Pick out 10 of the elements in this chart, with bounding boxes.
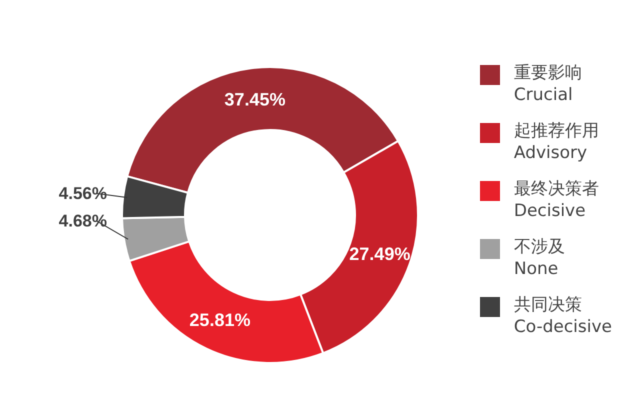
legend-label: 重要影响 Crucial: [514, 62, 582, 106]
data-label: 4.56%: [58, 184, 107, 204]
data-label: 25.81%: [189, 310, 250, 330]
legend-label: 起推荐作用 Advisory: [514, 120, 599, 164]
data-label: 37.45%: [224, 89, 286, 110]
data-label: 4.68%: [58, 212, 107, 231]
legend-label: 不涉及 None: [514, 236, 565, 280]
legend-label: 共同决策 Co-decisive: [514, 294, 612, 338]
data-label: 27.49%: [349, 244, 410, 264]
legend-label: 最终决策者 Decisive: [514, 178, 599, 222]
